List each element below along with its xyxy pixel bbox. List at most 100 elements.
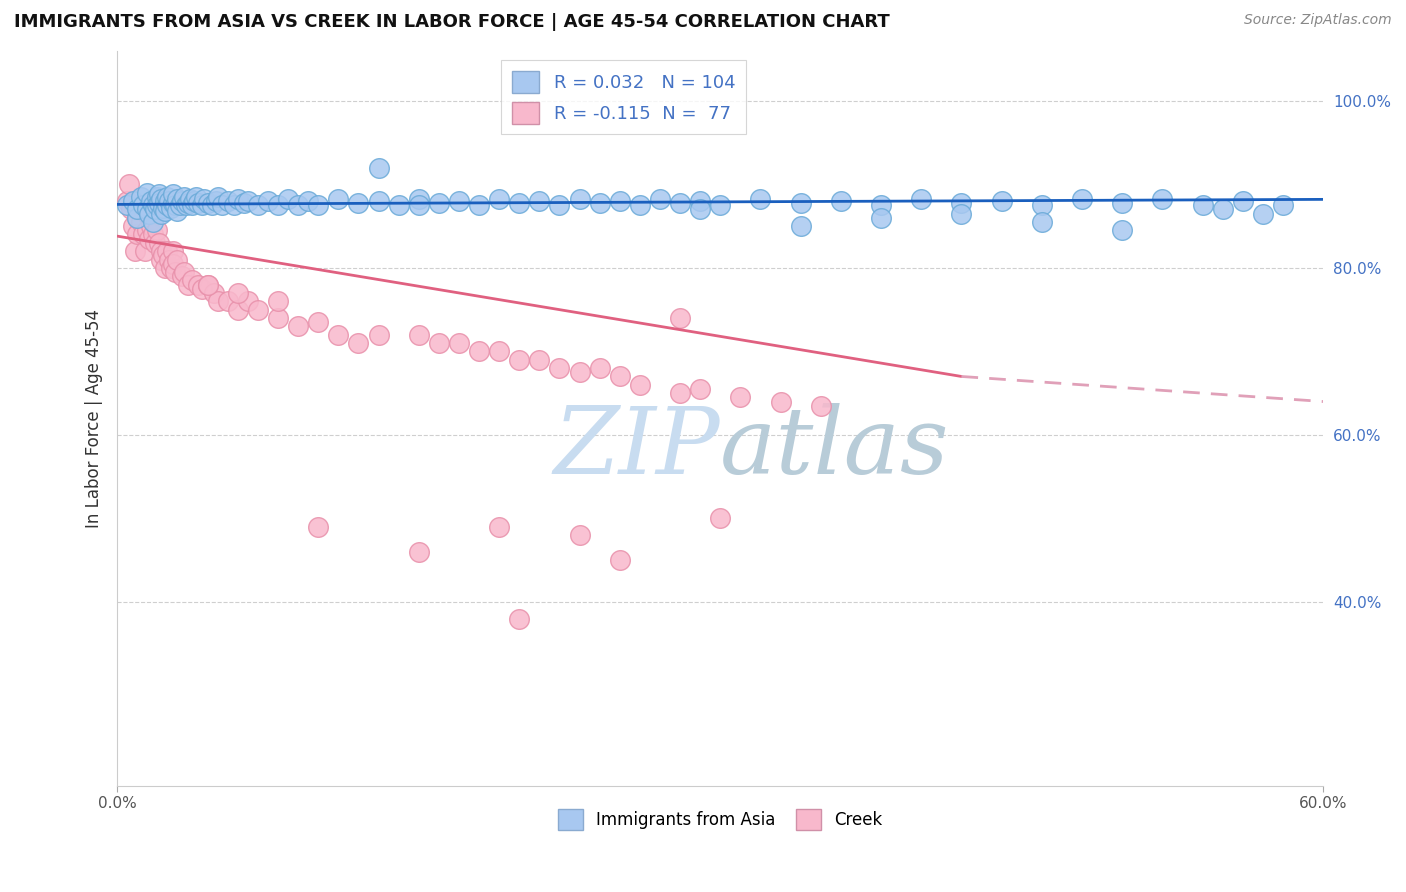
Point: [118, 178, 141, 192]
Point: [347, 336, 370, 351]
Point: [179, 193, 201, 207]
Point: [148, 195, 170, 210]
Point: [1111, 223, 1133, 237]
Point: [136, 206, 159, 220]
Point: [146, 198, 169, 212]
Point: [173, 190, 195, 204]
Point: [165, 198, 187, 212]
Point: [146, 223, 169, 237]
Point: [328, 327, 350, 342]
Point: [131, 215, 153, 229]
Point: [217, 294, 239, 309]
Point: [187, 277, 209, 292]
Point: [201, 198, 224, 212]
Point: [152, 201, 174, 215]
Point: [568, 193, 591, 207]
Point: [211, 198, 233, 212]
Point: [226, 302, 249, 317]
Point: [159, 194, 181, 208]
Point: [148, 187, 170, 202]
Point: [150, 244, 173, 259]
Point: [287, 319, 309, 334]
Point: [529, 352, 551, 367]
Point: [190, 198, 212, 212]
Point: [277, 193, 299, 207]
Point: [169, 198, 191, 212]
Point: [447, 336, 470, 351]
Point: [232, 195, 254, 210]
Point: [529, 194, 551, 208]
Point: [162, 195, 184, 210]
Point: [127, 202, 149, 217]
Point: [170, 194, 193, 208]
Point: [870, 198, 893, 212]
Point: [468, 344, 491, 359]
Point: [628, 198, 651, 212]
Point: [810, 399, 832, 413]
Point: [367, 327, 389, 342]
Point: [150, 206, 173, 220]
Point: [508, 195, 530, 210]
Point: [488, 520, 510, 534]
Point: [990, 194, 1012, 208]
Point: [609, 194, 631, 208]
Point: [124, 244, 146, 259]
Point: [217, 194, 239, 208]
Point: [789, 219, 811, 233]
Text: Source: ZipAtlas.com: Source: ZipAtlas.com: [1244, 13, 1392, 28]
Point: [1232, 194, 1254, 208]
Point: [367, 194, 389, 208]
Point: [162, 244, 184, 259]
Point: [307, 198, 329, 212]
Point: [307, 315, 329, 329]
Point: [142, 215, 165, 229]
Point: [166, 252, 188, 267]
Point: [749, 193, 772, 207]
Point: [307, 520, 329, 534]
Text: ZIP: ZIP: [554, 402, 720, 492]
Point: [950, 195, 973, 210]
Point: [207, 190, 229, 204]
Point: [568, 365, 591, 379]
Point: [115, 198, 138, 212]
Point: [127, 211, 149, 225]
Point: [183, 194, 205, 208]
Point: [184, 190, 207, 204]
Point: [588, 361, 610, 376]
Point: [142, 227, 165, 242]
Point: [408, 327, 430, 342]
Point: [145, 202, 167, 217]
Point: [226, 285, 249, 300]
Point: [648, 193, 671, 207]
Point: [166, 204, 188, 219]
Point: [1031, 215, 1053, 229]
Point: [156, 198, 179, 212]
Point: [950, 206, 973, 220]
Point: [1212, 202, 1234, 217]
Point: [146, 190, 169, 204]
Text: IMMIGRANTS FROM ASIA VS CREEK IN LABOR FORCE | AGE 45-54 CORRELATION CHART: IMMIGRANTS FROM ASIA VS CREEK IN LABOR F…: [14, 13, 890, 31]
Point: [136, 186, 159, 200]
Point: [408, 198, 430, 212]
Point: [508, 612, 530, 626]
Point: [267, 294, 290, 309]
Point: [162, 257, 184, 271]
Y-axis label: In Labor Force | Age 45-54: In Labor Force | Age 45-54: [86, 309, 103, 528]
Point: [910, 193, 932, 207]
Point: [1031, 198, 1053, 212]
Point: [193, 193, 215, 207]
Point: [134, 244, 156, 259]
Legend: Immigrants from Asia, Creek: Immigrants from Asia, Creek: [551, 803, 889, 837]
Point: [197, 277, 219, 292]
Point: [1251, 206, 1274, 220]
Point: [870, 211, 893, 225]
Point: [689, 202, 711, 217]
Point: [1152, 193, 1174, 207]
Point: [709, 511, 731, 525]
Point: [789, 195, 811, 210]
Point: [367, 161, 389, 175]
Point: [155, 260, 177, 275]
Point: [1071, 193, 1094, 207]
Point: [173, 265, 195, 279]
Point: [136, 223, 159, 237]
